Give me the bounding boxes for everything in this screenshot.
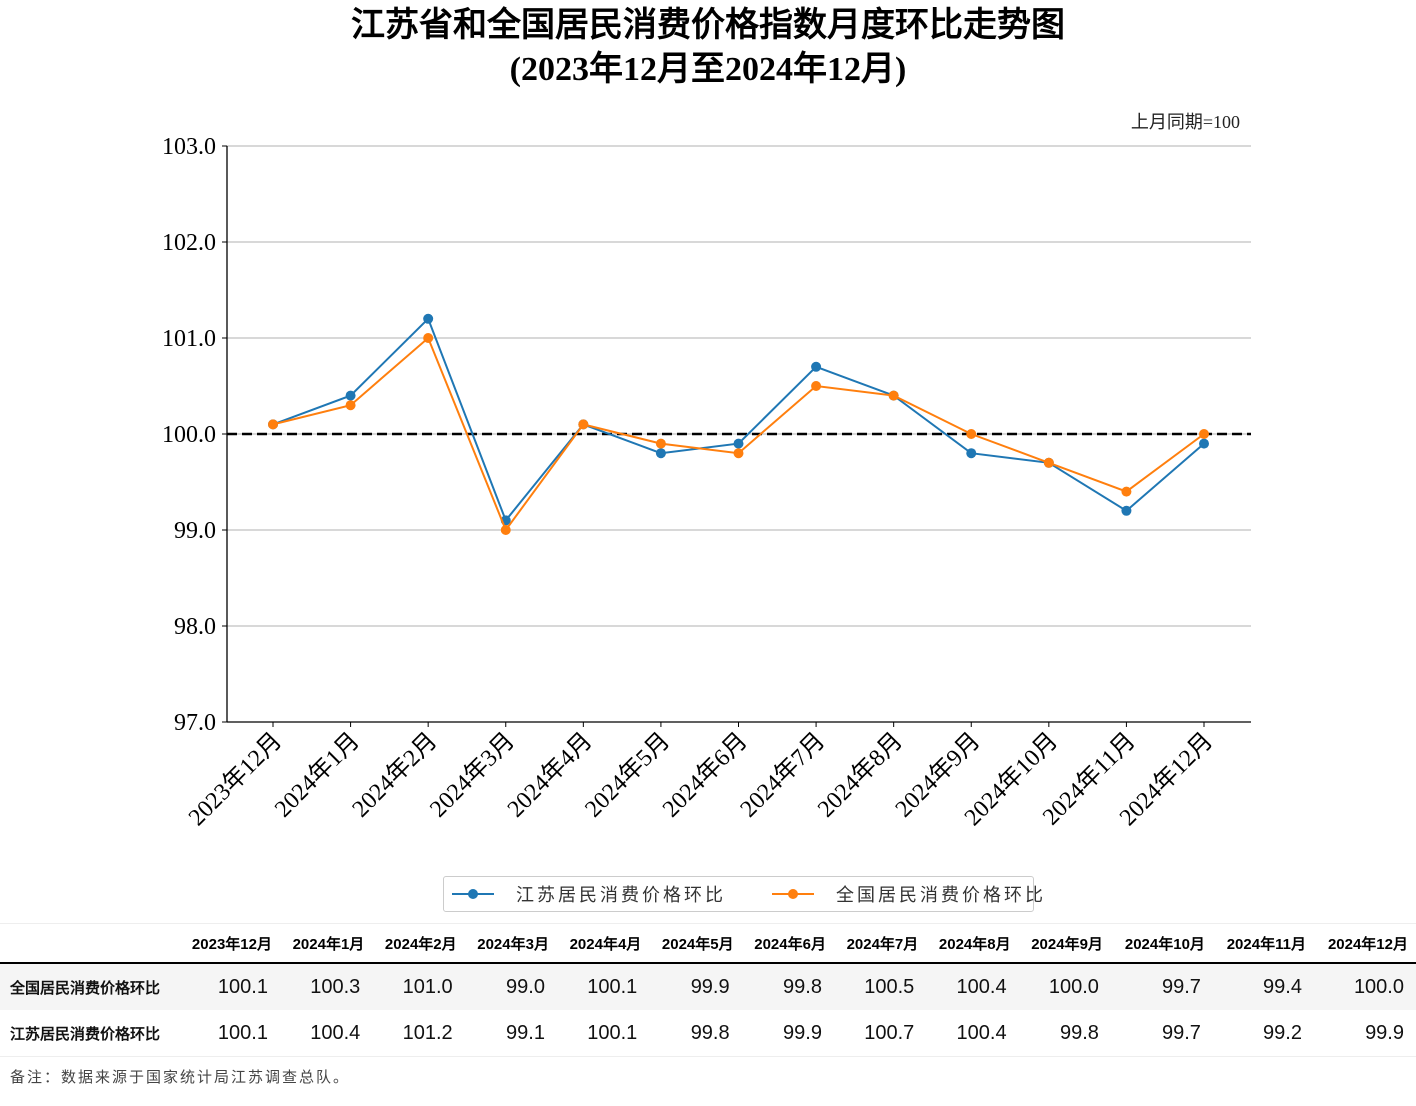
y-axis-ticks: 97.0 98.0 99.0 100.0 101.0 102.0 103.0 bbox=[162, 134, 227, 736]
series-national bbox=[268, 333, 1209, 535]
legend-swatch-jiangsu bbox=[452, 889, 494, 899]
table-column-header: 2024年6月 bbox=[741, 923, 834, 964]
data-point bbox=[966, 429, 977, 439]
chart-subtitle: (2023年12月至2024年12月) bbox=[509, 51, 907, 88]
table-cell: 99.7 bbox=[1110, 1010, 1213, 1057]
data-point bbox=[811, 381, 822, 391]
table-header-row: 2023年12月 2024年1月 2024年2月 2024年3月 2024年4月 2024… bbox=[0, 923, 1416, 964]
footnote: 备注：数据来源于国家统计局江苏调查总队。 bbox=[10, 1068, 351, 1086]
table-column-header: 2024年1月 bbox=[279, 923, 373, 964]
data-point bbox=[733, 448, 744, 459]
data-point bbox=[578, 419, 589, 430]
chart-title: 江苏省和全国居民消费价格指数月度环比走势图 (2023年12月至2024年12月… bbox=[0, 4, 1416, 92]
data-point bbox=[1121, 486, 1132, 497]
table-cell: 99.8 bbox=[741, 963, 834, 1010]
table-cell: 99.4 bbox=[1212, 963, 1314, 1010]
y-tick-label: 103.0 bbox=[162, 134, 216, 160]
table-cell: 100.1 bbox=[556, 1010, 650, 1057]
table-row-label: 全国居民消费价格环比 bbox=[0, 963, 178, 1010]
data-point bbox=[423, 313, 434, 324]
table-cell: 101.2 bbox=[372, 1010, 465, 1057]
data-point bbox=[966, 448, 977, 459]
table-column-header: 2024年5月 bbox=[649, 923, 742, 964]
legend: 江苏居民消费价格环比 全国居民消费价格环比 bbox=[443, 876, 1043, 912]
table-cell: 100.4 bbox=[926, 963, 1019, 1010]
data-table: 2023年12月 2024年1月 2024年2月 2024年3月 2024年4月 2024… bbox=[0, 923, 1416, 1057]
series-line bbox=[272, 317, 1205, 523]
table-cell: 100.5 bbox=[833, 963, 927, 1010]
legend-item-national[interactable]: 全国居民消费价格环比 bbox=[764, 881, 1046, 907]
table-cell: 100.4 bbox=[926, 1010, 1019, 1057]
y-tick-label: 101.0 bbox=[162, 326, 216, 352]
table-cell: 100.7 bbox=[833, 1010, 927, 1057]
table-column-header: 2024年4月 bbox=[556, 923, 650, 964]
table-cell: 100.3 bbox=[279, 963, 373, 1010]
table-cell: 99.9 bbox=[741, 1010, 834, 1057]
y-tick-label: 102.0 bbox=[162, 230, 216, 256]
table-corner bbox=[0, 923, 178, 964]
unit-note: 上月同期=100 bbox=[1130, 112, 1240, 132]
table-column-header: 2024年8月 bbox=[926, 923, 1019, 964]
chart-title-main: 江苏省和全国居民消费价格指数月度环比走势图 bbox=[351, 7, 1065, 44]
legend-item-jiangsu[interactable]: 江苏居民消费价格环比 bbox=[444, 881, 726, 907]
table-cell: 99.8 bbox=[649, 1010, 742, 1057]
data-point bbox=[1199, 438, 1209, 449]
table-cell: 100.1 bbox=[178, 1010, 280, 1057]
data-point bbox=[888, 390, 899, 401]
data-point bbox=[1043, 457, 1054, 468]
table-cell: 100.0 bbox=[1018, 963, 1111, 1010]
line-chart: 97.0 98.0 99.0 100.0 101.0 102.0 103.0 2023年12… bbox=[162, 134, 1251, 831]
table-cell: 99.8 bbox=[1018, 1010, 1111, 1057]
table-column-header: 2024年9月 bbox=[1018, 923, 1111, 964]
table-column-header: 2024年3月 bbox=[464, 923, 557, 964]
table-cell: 99.7 bbox=[1110, 963, 1213, 1010]
data-point bbox=[500, 525, 511, 535]
y-tick-label: 98.0 bbox=[174, 614, 216, 640]
data-point bbox=[1199, 429, 1209, 439]
data-point bbox=[268, 419, 278, 430]
table-column-header: 2024年12月 bbox=[1313, 923, 1416, 964]
data-point bbox=[811, 361, 822, 372]
x-axis-ticks: 2023年12月2024年1月2024年2月2024年3月2024年4月2024… bbox=[183, 722, 1218, 831]
table-cell: 100.0 bbox=[1313, 963, 1416, 1010]
y-tick-label: 100.0 bbox=[162, 422, 216, 448]
legend-swatch-national bbox=[772, 889, 814, 899]
data-point bbox=[345, 390, 356, 401]
table-column-header: 2023年12月 bbox=[178, 923, 280, 964]
data-point bbox=[733, 438, 744, 449]
table-cell: 99.2 bbox=[1212, 1010, 1314, 1057]
table-row: 全国居民消费价格环比 100.1 100.3 101.0 99.0 100.1 99.9 99… bbox=[0, 963, 1416, 1010]
table-cell: 101.0 bbox=[372, 963, 465, 1010]
table-column-header: 2024年2月 bbox=[372, 923, 465, 964]
table-row: 江苏居民消费价格环比 100.1 100.4 101.2 99.1 100.1 99.8 99… bbox=[0, 1010, 1416, 1057]
series-jiangsu bbox=[268, 313, 1209, 526]
table-column-header: 2024年11月 bbox=[1212, 923, 1314, 964]
table-cell: 99.0 bbox=[464, 963, 557, 1010]
data-point bbox=[1121, 505, 1132, 516]
table-cell: 100.1 bbox=[178, 963, 280, 1010]
table-cell: 100.1 bbox=[556, 963, 650, 1010]
table-row-label: 江苏居民消费价格环比 bbox=[0, 1010, 178, 1057]
data-point bbox=[423, 333, 434, 343]
legend-label-national: 全国居民消费价格环比 bbox=[836, 885, 1046, 906]
table-column-header: 2024年10月 bbox=[1110, 923, 1213, 964]
table-cell: 99.9 bbox=[649, 963, 742, 1010]
table-cell: 99.9 bbox=[1313, 1010, 1416, 1057]
legend-label-jiangsu: 江苏居民消费价格环比 bbox=[516, 885, 726, 906]
y-tick-label: 99.0 bbox=[174, 518, 216, 544]
data-point bbox=[655, 438, 666, 449]
table-cell: 99.1 bbox=[464, 1010, 557, 1057]
data-point bbox=[655, 448, 666, 459]
table-cell: 100.4 bbox=[279, 1010, 373, 1057]
table-column-header: 2024年7月 bbox=[833, 923, 927, 964]
x-tick-label: 2023年12月 bbox=[183, 727, 287, 831]
series-group bbox=[268, 313, 1209, 535]
y-tick-label: 97.0 bbox=[174, 710, 216, 736]
data-point bbox=[345, 400, 356, 411]
